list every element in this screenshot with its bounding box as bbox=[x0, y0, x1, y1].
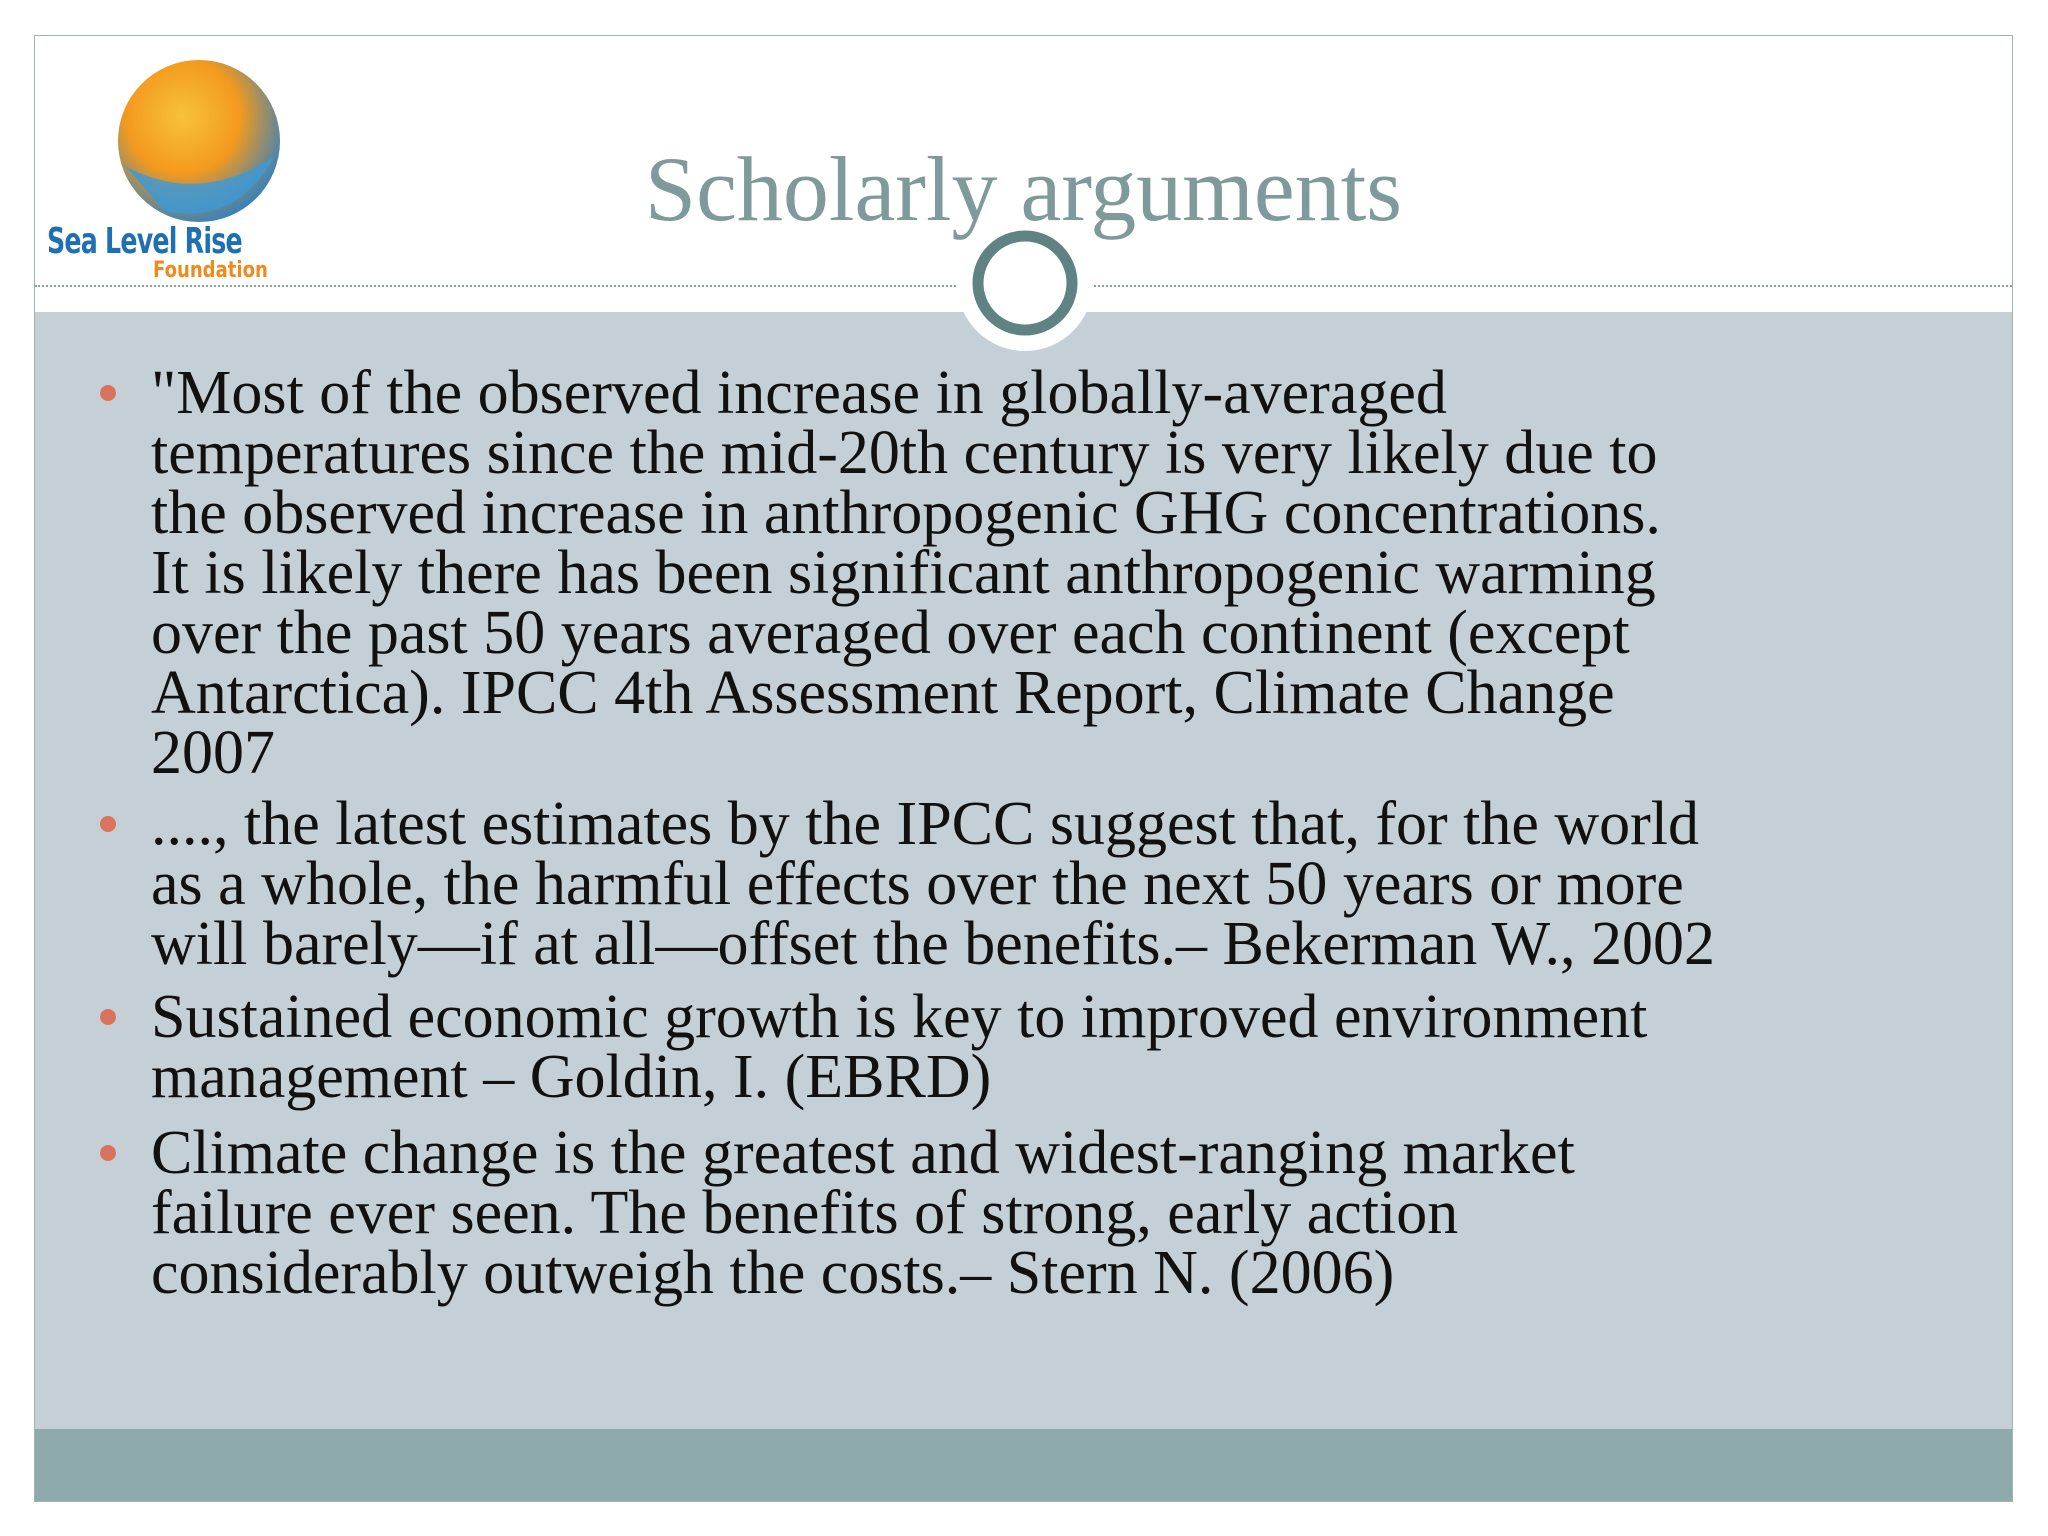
content-background bbox=[35, 312, 2012, 1431]
bullet-line: Antarctica). IPCC 4th Assessment Report,… bbox=[151, 659, 1615, 727]
bullet-line: the observed increase in anthropogenic G… bbox=[151, 479, 1661, 547]
bullet-line: as a whole, the harmful effects over the… bbox=[151, 850, 1684, 918]
bullet-line: over the past 50 years averaged over eac… bbox=[151, 599, 1630, 667]
logo-wave bbox=[125, 156, 275, 214]
bullet-line: temperatures since the mid-20th century … bbox=[151, 419, 1658, 487]
slide-title: Scholarly arguments bbox=[644, 138, 1403, 240]
bullet-line: Sustained economic growth is key to impr… bbox=[151, 983, 1648, 1051]
bullet-line: 2007 bbox=[151, 719, 275, 787]
bullet-line: "Most of the observed increase in global… bbox=[151, 359, 1447, 427]
bullet-line: Climate change is the greatest and wides… bbox=[151, 1119, 1575, 1187]
bullet: ...., the latest estimates by the IPCC s… bbox=[100, 790, 1715, 978]
bullet-line: It is likely there has been significant … bbox=[151, 539, 1656, 607]
bullet: "Most of the observed increase in global… bbox=[100, 359, 1661, 787]
bullet: Sustained economic growth is key to impr… bbox=[100, 983, 1648, 1111]
footer-band bbox=[35, 1429, 2012, 1501]
bullet-line: ...., the latest estimates by the IPCC s… bbox=[151, 790, 1700, 858]
bullet-line: failure ever seen. The benefits of stron… bbox=[151, 1179, 1459, 1247]
bullet-dot bbox=[100, 816, 116, 832]
logo-subname: Foundation bbox=[153, 258, 268, 283]
bullet-dot bbox=[100, 1145, 116, 1161]
bullet: Climate change is the greatest and wides… bbox=[100, 1119, 1575, 1307]
bullet-dot bbox=[100, 1009, 116, 1025]
bullet-line: considerably outweigh the costs.– Stern … bbox=[151, 1239, 1395, 1307]
slide: Sea Level Rise Foundation Scholarly argu… bbox=[34, 35, 2013, 1502]
circle-ornament bbox=[972, 230, 1078, 336]
bullet-line: management – Goldin, I. (EBRD) bbox=[151, 1043, 992, 1111]
logo-name: Sea Level Rise bbox=[47, 221, 243, 262]
decorations bbox=[118, 60, 1093, 351]
bullet-line: will barely—if at all—offset the benefit… bbox=[151, 910, 1715, 978]
bullet-dot bbox=[100, 385, 116, 401]
